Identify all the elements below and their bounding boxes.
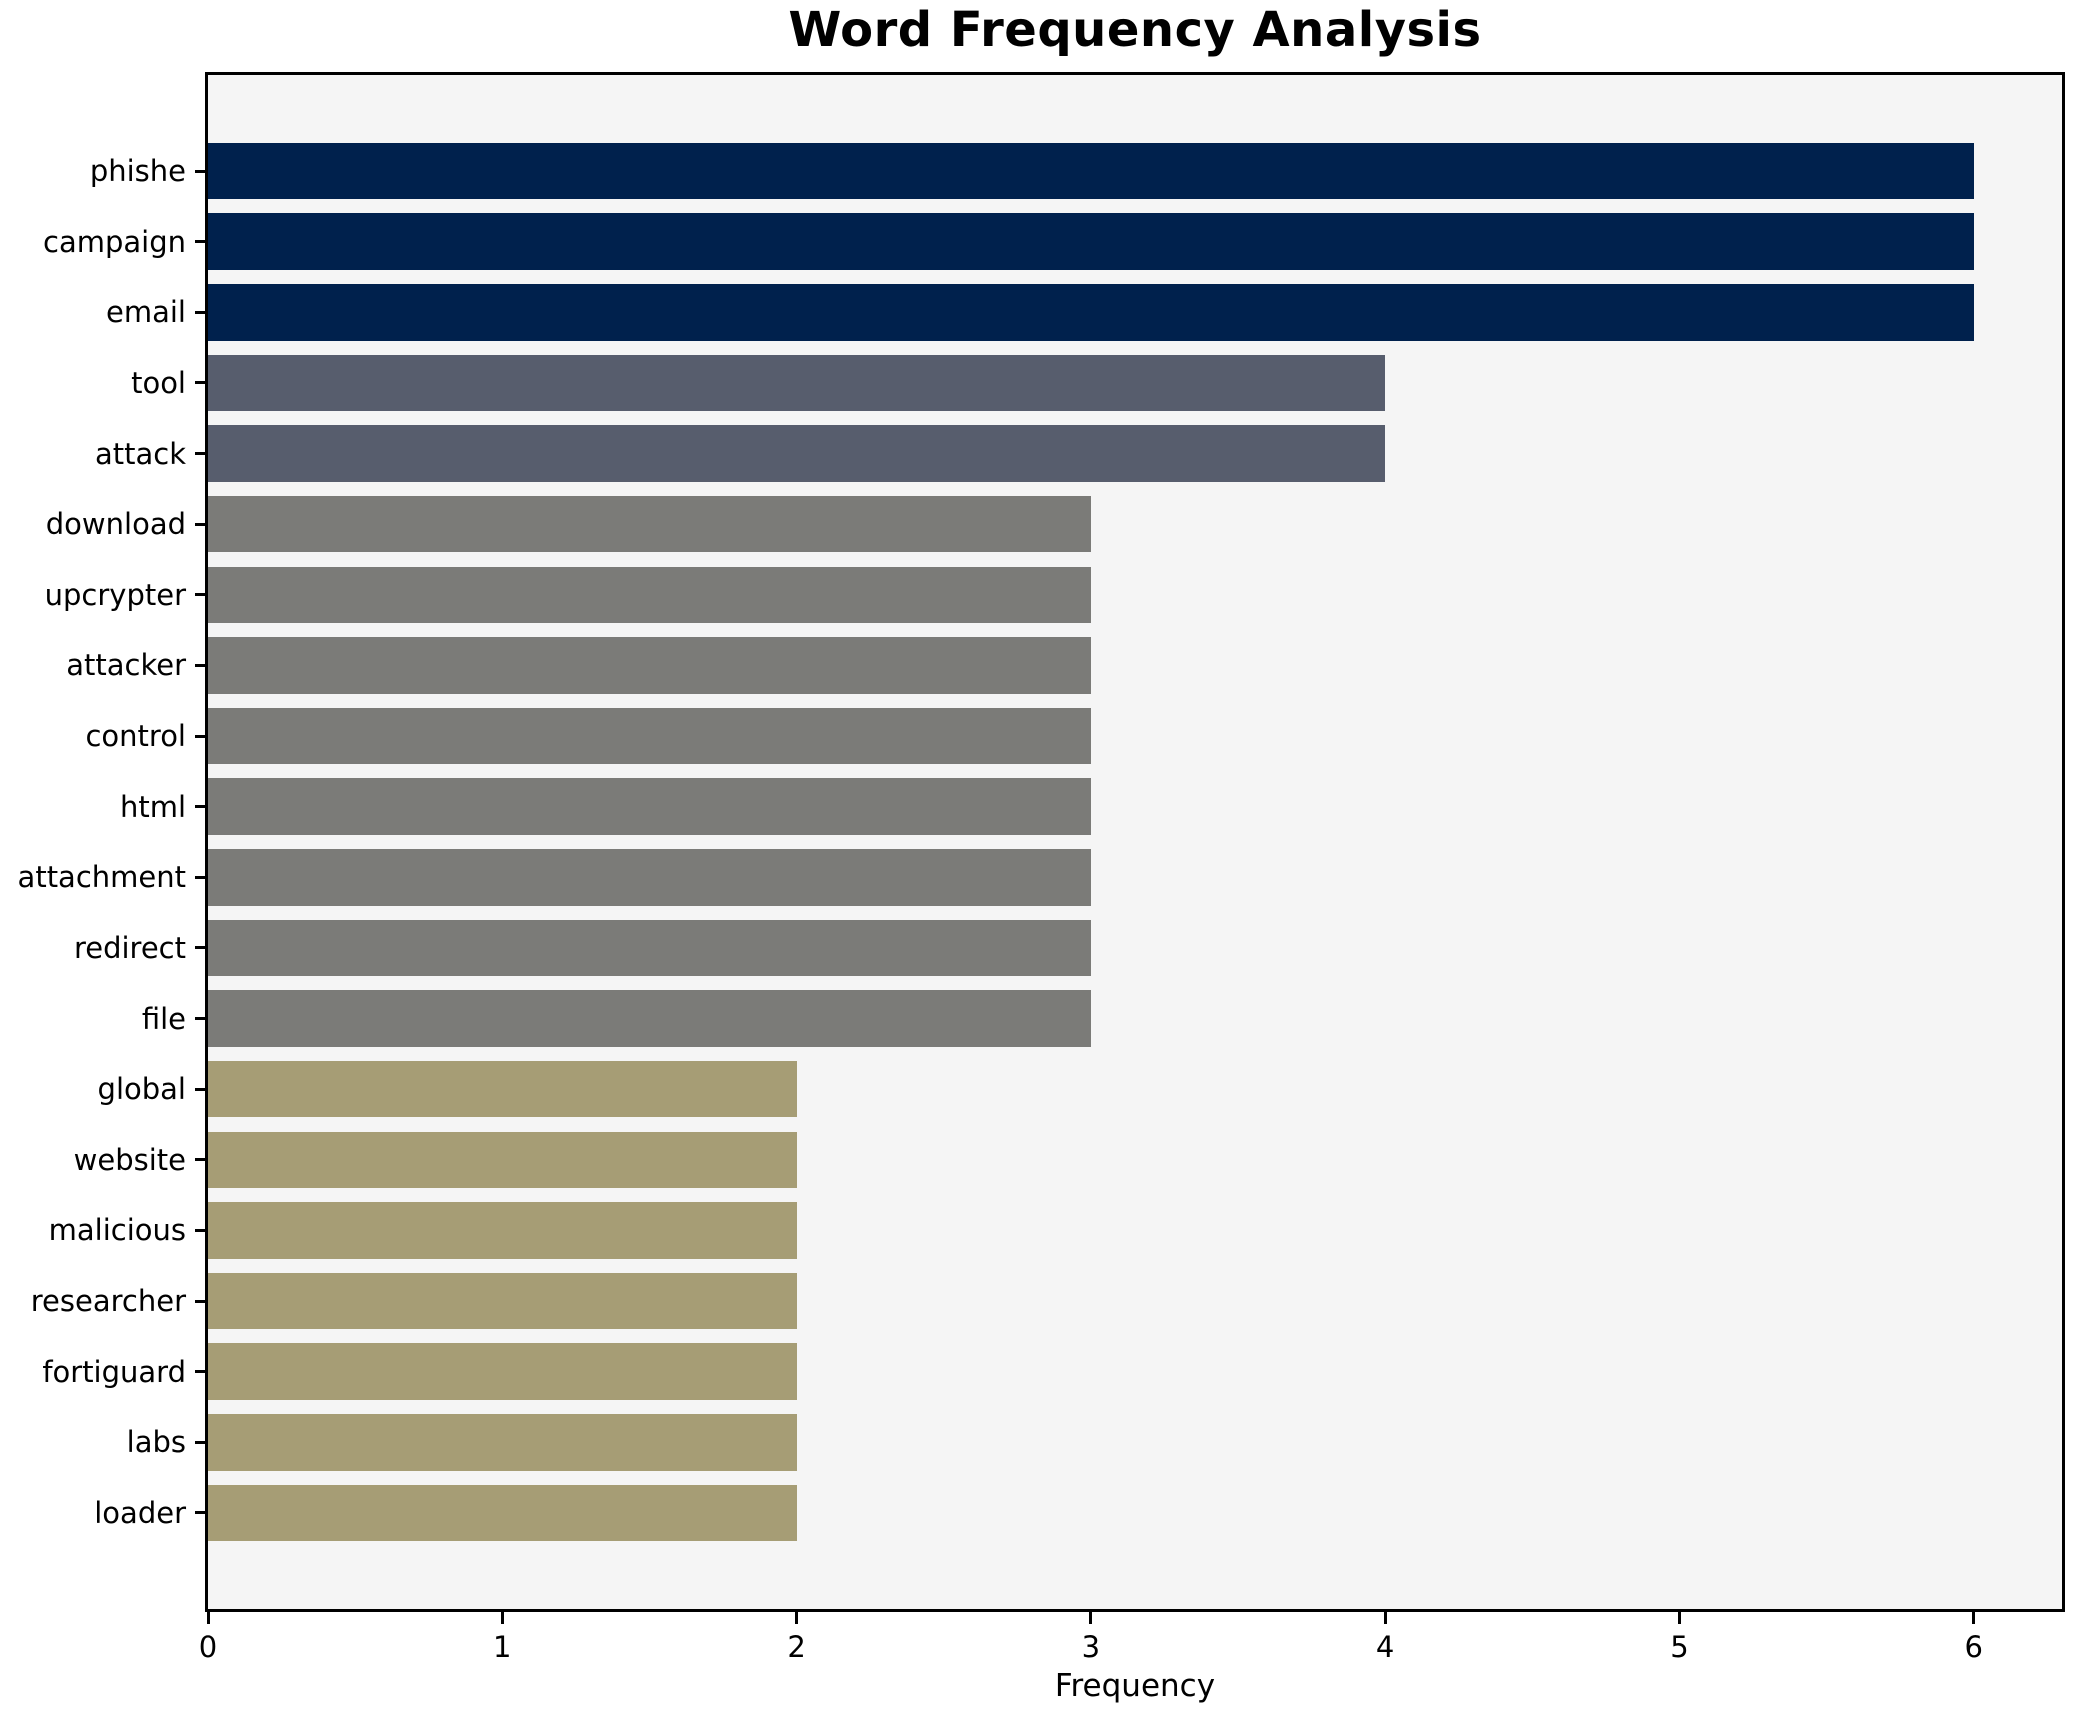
y-tick-label: upcrypter	[44, 577, 186, 612]
y-tick-mark	[195, 593, 205, 597]
x-tick-label: 1	[493, 1630, 512, 1664]
y-tick-label: fortiguard	[42, 1354, 186, 1389]
y-tick-label: labs	[126, 1425, 186, 1460]
x-tick-mark	[1677, 1612, 1681, 1624]
x-tick-label: 4	[1375, 1630, 1395, 1664]
bar	[208, 213, 1974, 270]
x-tick-label: 2	[787, 1630, 806, 1664]
bar	[208, 1060, 797, 1118]
x-tick-label: 0	[198, 1630, 218, 1664]
y-tick-label: email	[106, 295, 186, 330]
y-tick-label: attachment	[17, 860, 186, 895]
y-tick-mark	[195, 805, 205, 809]
bar	[208, 1202, 797, 1259]
y-tick-mark	[195, 1017, 205, 1021]
y-tick-mark	[195, 452, 205, 456]
bar	[208, 1414, 797, 1471]
y-tick-label: loader	[94, 1495, 186, 1530]
plot-area	[205, 72, 2065, 1612]
y-tick-mark	[195, 734, 205, 738]
bar	[208, 425, 1386, 482]
chart-title: Word Frequency Analysis	[788, 2, 1482, 58]
y-tick-label: attack	[94, 436, 186, 471]
bar	[208, 284, 1974, 341]
y-tick-label: html	[119, 789, 186, 824]
bar	[208, 354, 1386, 412]
bar	[208, 778, 1091, 835]
y-tick-mark	[195, 1299, 205, 1303]
y-tick-label: tool	[131, 365, 186, 400]
bar	[208, 142, 1974, 200]
y-tick-mark	[195, 381, 205, 385]
x-tick-label: 3	[1081, 1630, 1101, 1664]
bar	[208, 1343, 797, 1400]
bar	[208, 1484, 797, 1542]
x-tick-mark	[1089, 1612, 1093, 1624]
y-tick-mark	[195, 663, 205, 667]
x-tick-mark	[206, 1612, 210, 1624]
y-tick-label: phishe	[89, 154, 186, 188]
y-tick-mark	[195, 1511, 205, 1515]
y-tick-label: redirect	[73, 930, 186, 965]
y-tick-label: campaign	[43, 224, 186, 259]
y-tick-label: website	[73, 1142, 186, 1177]
y-tick-label: download	[45, 507, 186, 542]
x-tick-mark	[500, 1612, 504, 1624]
bar	[208, 1272, 797, 1330]
bar	[208, 849, 1091, 906]
bar	[208, 990, 1091, 1047]
x-tick-mark	[1972, 1612, 1976, 1624]
y-tick-mark	[195, 1087, 205, 1091]
y-tick-mark	[195, 1440, 205, 1444]
y-tick-mark	[195, 240, 205, 244]
bar	[208, 566, 1091, 624]
bar	[208, 919, 1091, 977]
y-tick-label: attacker	[66, 648, 186, 683]
y-tick-mark	[195, 875, 205, 879]
bar	[208, 707, 1091, 765]
y-tick-mark	[195, 522, 205, 526]
y-tick-label: file	[141, 1001, 186, 1036]
y-tick-mark	[195, 1370, 205, 1374]
y-tick-label: global	[97, 1072, 186, 1107]
y-tick-mark	[195, 1158, 205, 1162]
y-tick-label: malicious	[48, 1213, 186, 1248]
x-tick-label: 5	[1670, 1630, 1689, 1664]
y-tick-label: control	[85, 719, 186, 754]
y-tick-mark	[195, 946, 205, 950]
bar	[208, 495, 1091, 553]
y-tick-mark	[195, 310, 205, 314]
y-tick-mark	[195, 1228, 205, 1232]
bar	[208, 637, 1091, 694]
bar	[208, 1131, 797, 1189]
x-tick-mark	[795, 1612, 799, 1624]
x-tick-label: 6	[1964, 1630, 1983, 1664]
y-tick-label: researcher	[30, 1284, 186, 1319]
y-tick-mark	[195, 169, 205, 173]
x-axis-title: Frequency	[1054, 1668, 1216, 1704]
x-tick-mark	[1383, 1612, 1387, 1624]
